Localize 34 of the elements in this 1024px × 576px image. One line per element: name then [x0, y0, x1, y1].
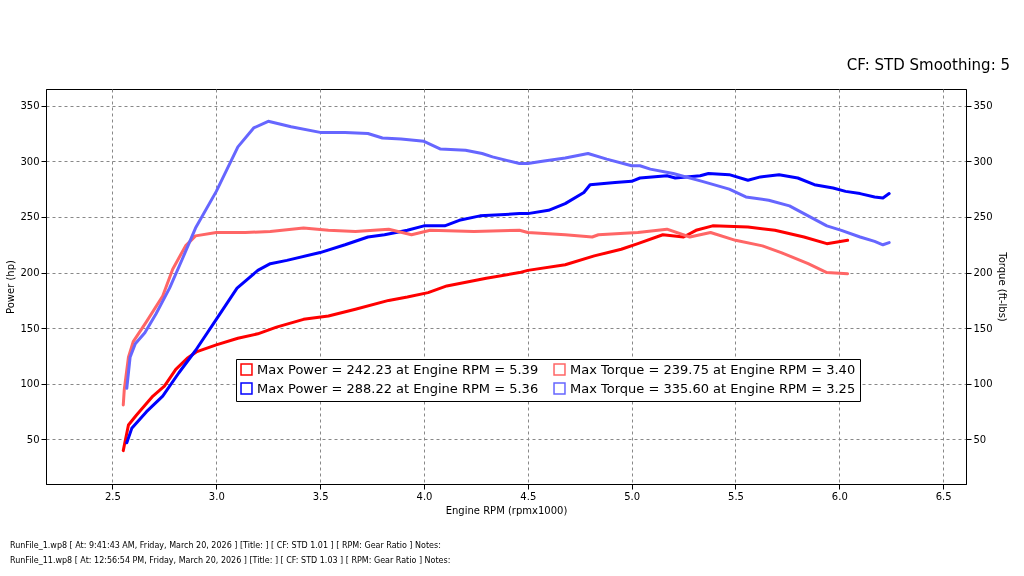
- text: RunFile_11.wp8 [ At: 12:56:54 PM, Friday, March 20, 2026 ] [Title: ] [ CF: STD 1.03 ] [ RPM: Gear Ratio ] Notes:: [10, 555, 451, 567]
- legend-label: Max Power = 242.23 at Engine RPM = 5.39: [257, 361, 539, 377]
- y2-axis-title: Torque (ft-lbs): [996, 251, 1008, 322]
- chart-subtitle: CF: STD Smoothing: 5: [846, 56, 1010, 74]
- y2-tick-label: 100: [973, 378, 993, 390]
- y-axis-title: Power (hp): [5, 259, 17, 314]
- y2-tick-label: 250: [973, 211, 993, 223]
- y2-tick-label: 150: [973, 322, 993, 334]
- x-tick-label: 5.5: [728, 490, 744, 502]
- legend-label: Max Power = 288.22 at Engine RPM = 5.36: [257, 380, 539, 396]
- x-tick-label: 4.5: [520, 490, 537, 502]
- y-tick-label: 150: [20, 322, 40, 334]
- x-tick-label: 6.0: [831, 490, 848, 502]
- y2-tick-label: 300: [973, 155, 993, 167]
- y2-tick-label: 350: [973, 100, 993, 112]
- legend-label: Max Torque = 239.75 at Engine RPM = 3.40: [570, 361, 856, 377]
- y-tick-label: 350: [20, 100, 40, 112]
- x-tick-label: 2.5: [105, 490, 121, 502]
- y-tick-label: 100: [20, 378, 40, 390]
- y2-tick-label: 50: [973, 433, 987, 445]
- y-tick-label: 50: [26, 433, 40, 445]
- text: RunFile_1.wp8 [ At: 9:41:43 AM, Friday, March 20, 2026 ] [Title: ] [ CF: STD 1.01 ] [ RPM: Gear Ratio ] Notes:: [10, 540, 442, 552]
- line-series: [125, 172, 891, 445]
- y-tick-label: 250: [20, 211, 40, 223]
- y-tick-label: 300: [20, 155, 40, 167]
- y2-tick-label: 200: [973, 267, 993, 279]
- x-tick-label: 4.0: [416, 490, 433, 502]
- x-tick-label: 3.0: [208, 490, 225, 502]
- legend-label: Max Torque = 335.60 at Engine RPM = 3.25: [570, 380, 856, 396]
- x-tick-label: 3.5: [312, 490, 329, 502]
- x-tick-label: 6.5: [935, 490, 952, 502]
- x-tick-label: 5.0: [624, 490, 641, 502]
- y-tick-label: 200: [20, 267, 40, 279]
- x-axis-title: Engine RPM (rpmx1000): [445, 504, 568, 516]
